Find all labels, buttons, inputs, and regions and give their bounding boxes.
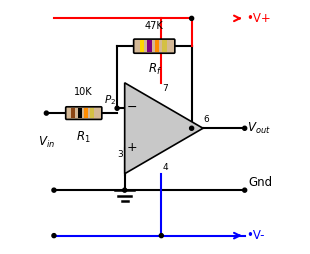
FancyBboxPatch shape [134,39,175,53]
Text: 10K: 10K [74,87,93,98]
Circle shape [52,188,56,192]
FancyBboxPatch shape [66,107,102,119]
Bar [78,108,82,118]
Bar [154,40,159,52]
Text: 4: 4 [162,164,168,172]
Text: 7: 7 [162,84,168,93]
Text: −: − [126,101,137,114]
Text: •V-: •V- [246,229,264,242]
Polygon shape [125,83,203,174]
Circle shape [243,188,247,192]
Bar [147,40,152,52]
Circle shape [243,126,247,130]
Text: $V_{out}$: $V_{out}$ [247,121,271,136]
Text: $P_2$: $P_2$ [104,93,116,107]
Text: 6: 6 [204,115,210,124]
Circle shape [44,111,48,115]
Text: $R_1$: $R_1$ [77,130,91,145]
Text: •V+: •V+ [246,12,271,25]
Bar [84,108,88,118]
Circle shape [159,234,163,238]
Text: $V_{in}$: $V_{in}$ [38,135,55,150]
Text: Gnd: Gnd [249,176,272,189]
Text: +: + [126,140,137,153]
Text: $R_f$: $R_f$ [148,62,162,77]
Text: 3: 3 [118,150,123,158]
Circle shape [190,16,194,20]
Bar [71,108,75,118]
Bar [140,40,144,52]
Circle shape [115,106,119,110]
Bar [162,40,166,52]
Circle shape [123,188,127,192]
Text: 47K: 47K [145,21,164,31]
Circle shape [190,126,194,130]
Bar [91,108,95,118]
Circle shape [52,234,56,238]
